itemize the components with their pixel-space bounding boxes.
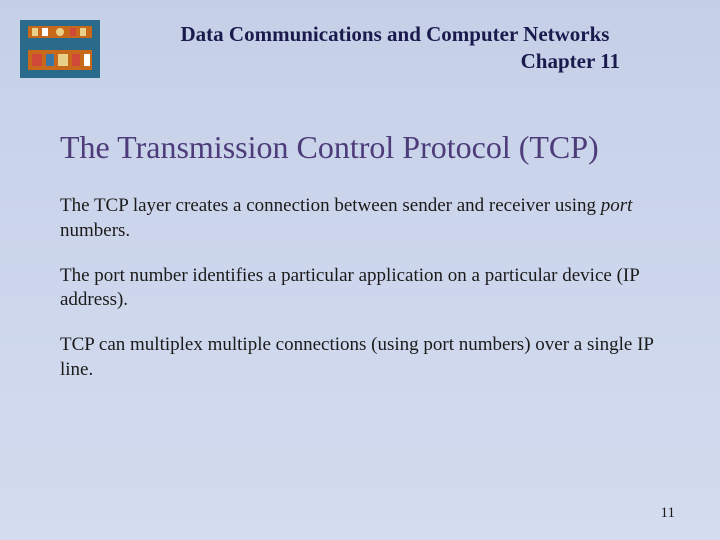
page-number: 11 [661, 505, 675, 522]
para1-pre: The TCP layer creates a connection betwe… [60, 195, 601, 216]
logo-image [20, 20, 100, 78]
paragraph-2: The port number identifies a particular … [60, 264, 660, 313]
paragraph-1: The TCP layer creates a connection betwe… [60, 194, 660, 243]
slide-content: The Transmission Control Protocol (TCP) … [0, 78, 720, 383]
paragraph-3: TCP can multiplex multiple connections (… [60, 333, 660, 382]
chapter-label: Chapter 11 [120, 49, 670, 74]
para1-post: numbers. [60, 220, 130, 241]
slide-header: Data Communications and Computer Network… [0, 0, 720, 78]
header-text-block: Data Communications and Computer Network… [120, 20, 670, 74]
para1-italic: port [601, 195, 633, 216]
slide-title: The Transmission Control Protocol (TCP) [60, 128, 660, 166]
course-title: Data Communications and Computer Network… [120, 22, 670, 47]
